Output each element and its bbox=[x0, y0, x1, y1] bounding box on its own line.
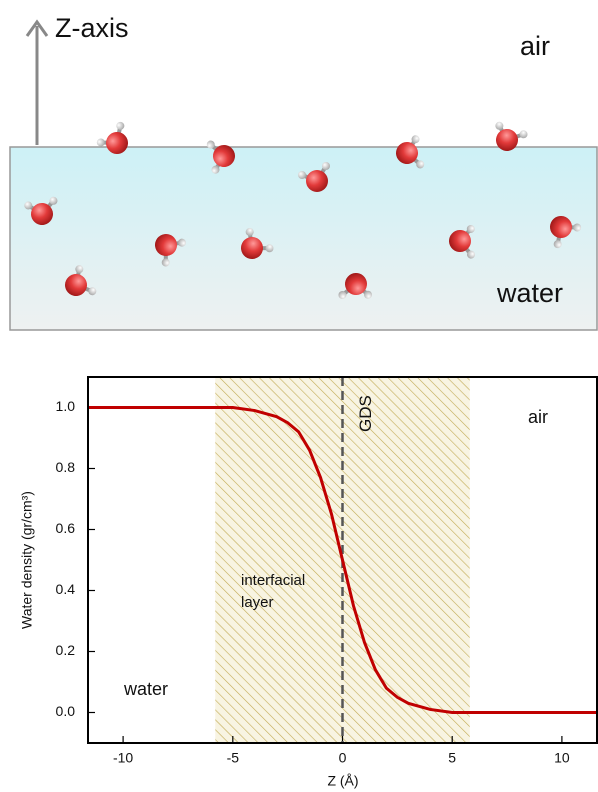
chart-air-label: air bbox=[528, 407, 548, 427]
x-tick-label: -5 bbox=[227, 750, 240, 766]
air-label: air bbox=[520, 31, 550, 61]
gds-label: GDS bbox=[356, 395, 375, 432]
y-tick-label: 0.2 bbox=[56, 642, 76, 658]
interfacial-label: layer bbox=[241, 594, 274, 611]
x-tick-label: 10 bbox=[554, 750, 570, 766]
density-line bbox=[88, 406, 597, 714]
z-axis-arrowhead bbox=[25, 19, 49, 37]
x-axis-label: Z (Å) bbox=[327, 773, 358, 789]
x-tick-label: 5 bbox=[448, 750, 456, 766]
z-axis-label: Z-axis bbox=[55, 13, 129, 43]
y-tick-label: 0.0 bbox=[56, 703, 76, 719]
y-tick-label: 1.0 bbox=[56, 398, 76, 414]
x-tick-label: -10 bbox=[113, 750, 133, 766]
x-tick-label: 0 bbox=[339, 750, 347, 766]
interfacial-label: interfacial bbox=[241, 572, 305, 589]
y-tick-label: 0.4 bbox=[56, 581, 76, 597]
y-tick-label: 0.8 bbox=[56, 459, 76, 475]
chart-water-label: water bbox=[123, 679, 168, 699]
water-label: water bbox=[496, 278, 563, 308]
y-tick-label: 0.6 bbox=[56, 520, 76, 536]
plot-frame bbox=[87, 376, 598, 744]
y-axis-label: Water density (gr/cm³) bbox=[19, 491, 35, 629]
